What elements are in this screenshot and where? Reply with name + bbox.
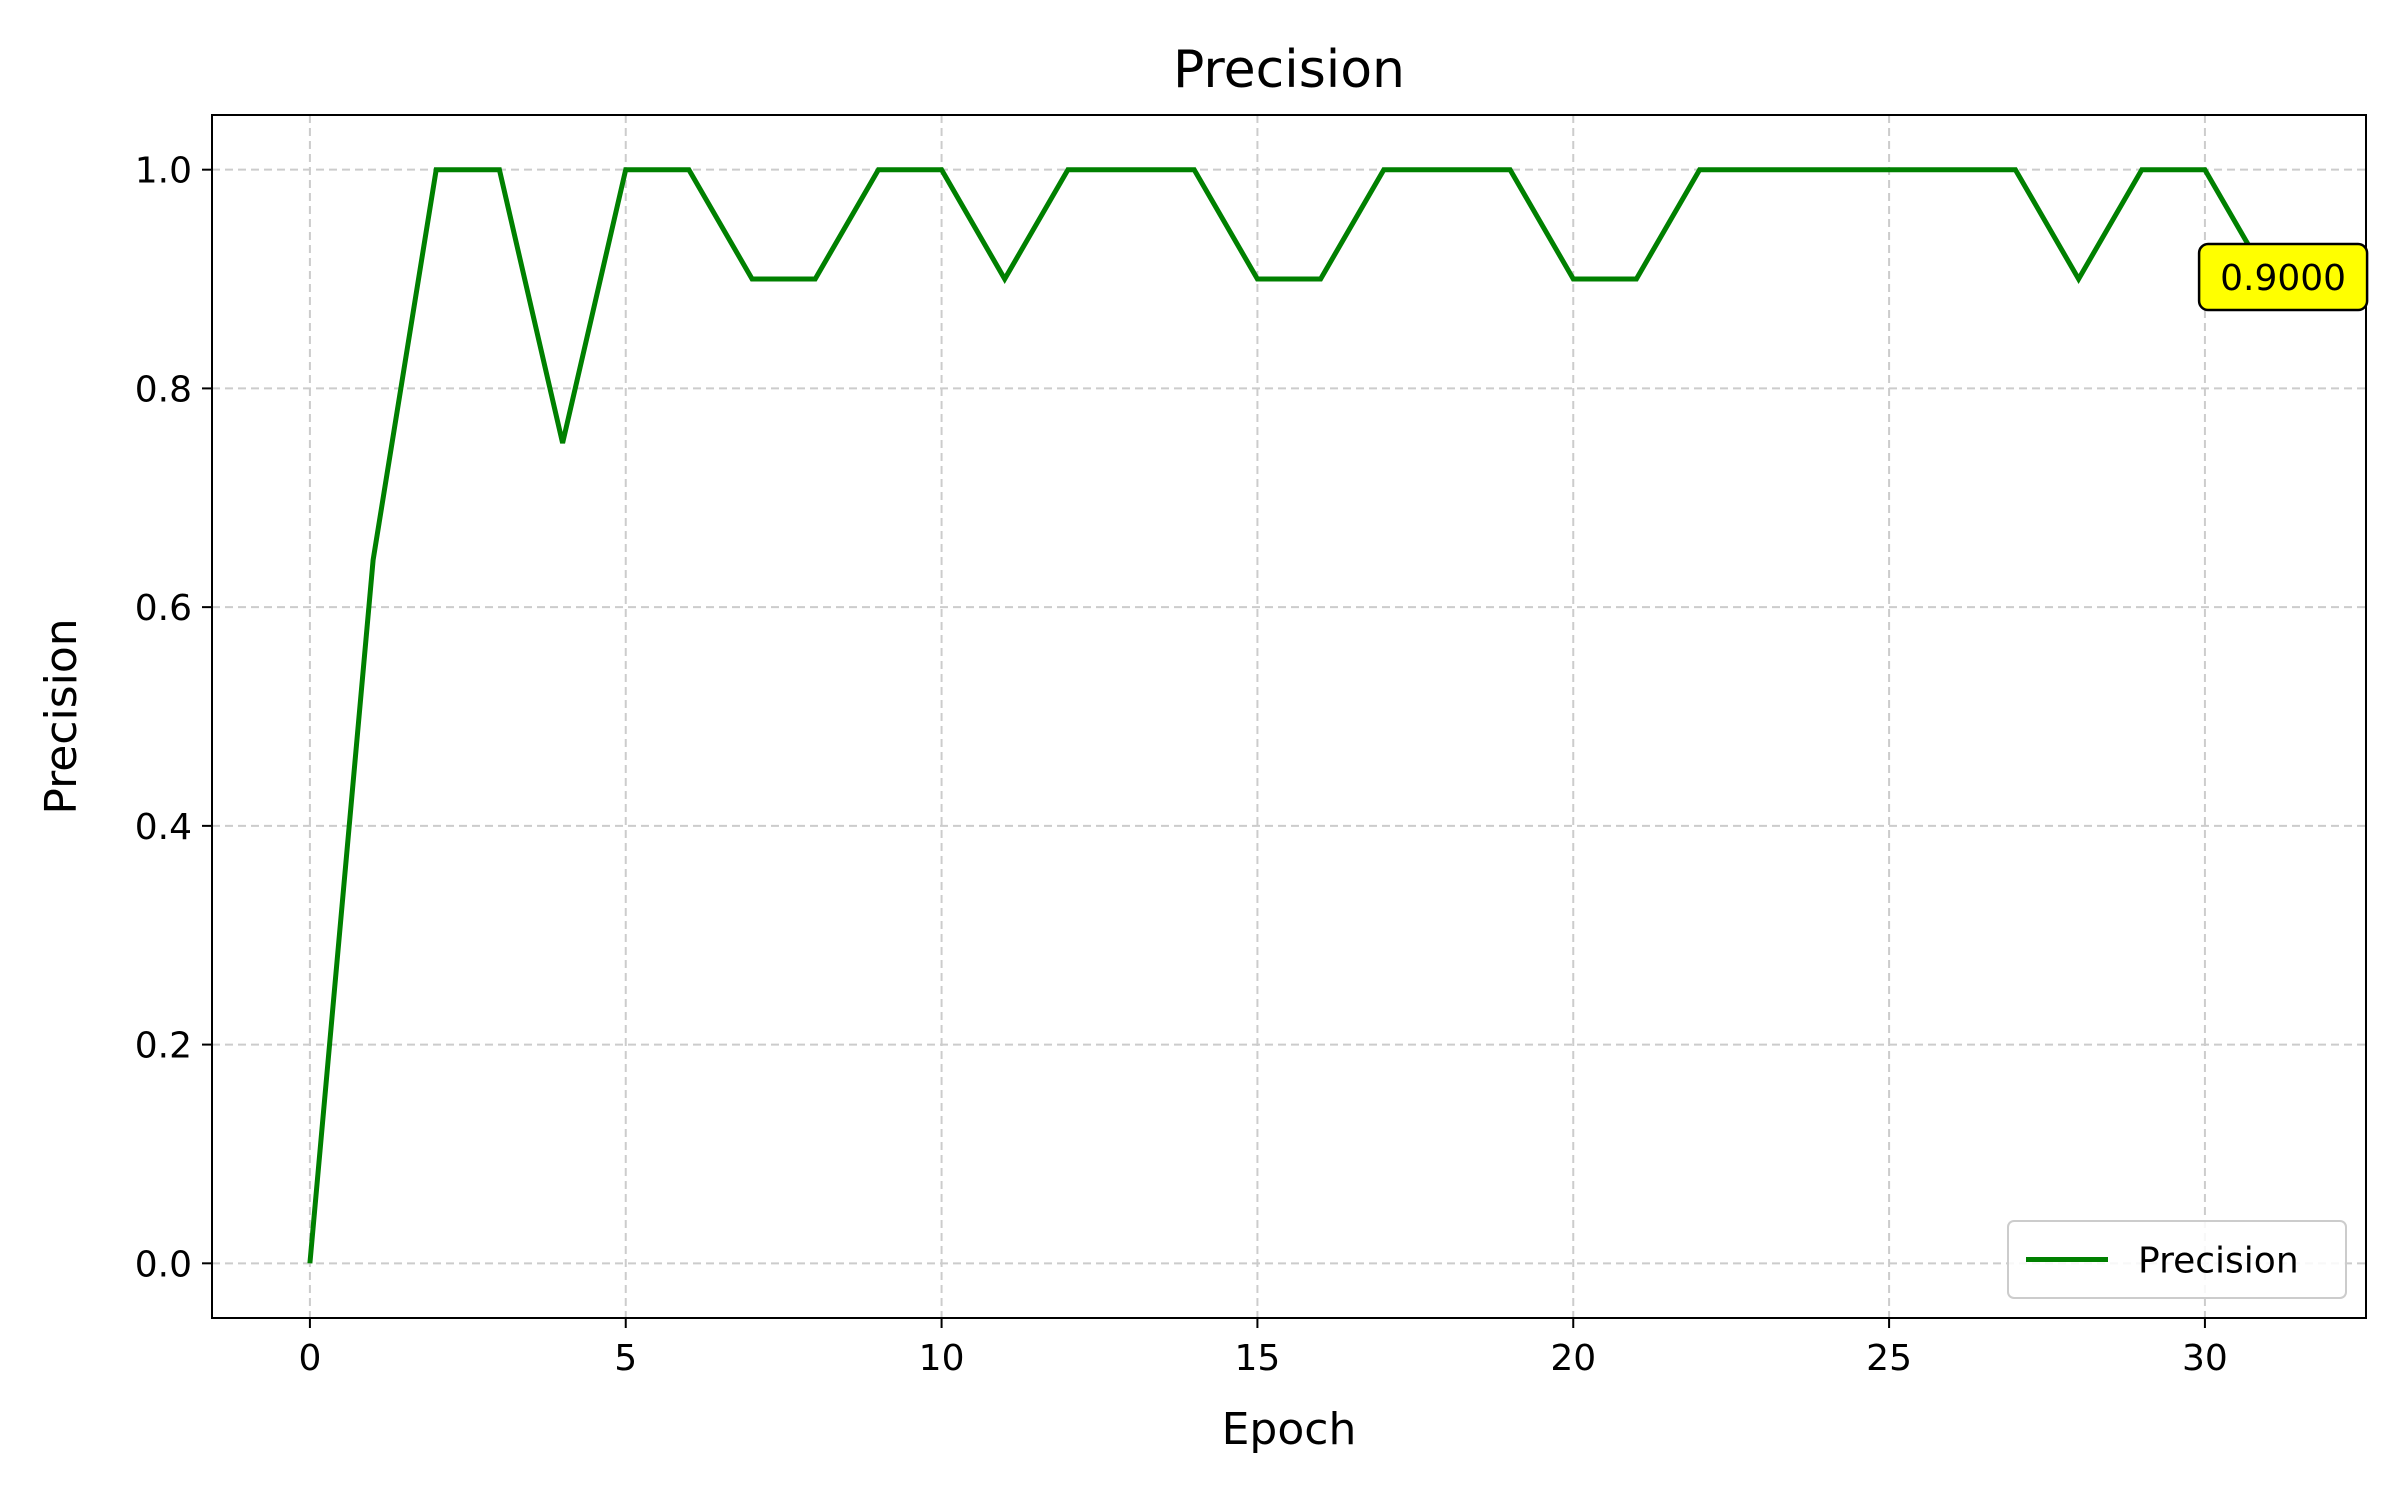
y-tick-label: 0.4 <box>135 807 192 848</box>
x-tick-label: 0 <box>298 1338 321 1379</box>
annotation-value: 0.9000 <box>2220 258 2346 299</box>
y-tick-label: 0.6 <box>135 588 192 629</box>
last-value-annotation: 0.9000 <box>2197 242 2369 312</box>
plot-frame <box>211 114 2367 1319</box>
annotation-box <box>2197 242 2369 312</box>
x-tick-label: 30 <box>2182 1338 2228 1379</box>
precision-series-line <box>307 167 2271 1264</box>
chart-title: Precision <box>1173 40 1405 100</box>
x-tick-label: 25 <box>1866 1338 1912 1379</box>
legend: Precision <box>2007 1220 2347 1299</box>
y-axis-label: Precision <box>36 618 87 814</box>
legend-box <box>2007 1220 2347 1299</box>
y-tick-label: 1.0 <box>135 151 192 192</box>
x-tick-label: 10 <box>919 1338 965 1379</box>
y-tick-label: 0.0 <box>135 1244 192 1285</box>
legend-label: Precision <box>2138 1241 2299 1282</box>
x-axis-label: Epoch <box>1222 1404 1357 1455</box>
y-tick-label: 0.8 <box>135 369 192 410</box>
y-tick-label: 0.2 <box>135 1026 192 1067</box>
x-tick-label: 15 <box>1235 1338 1281 1379</box>
x-tick-label: 5 <box>614 1338 637 1379</box>
axis-ticks: 0 5 10 15 20 25 30 0.0 0.2 0.4 0.6 0.8 1.0 <box>135 151 2228 1379</box>
data-series <box>307 167 2271 1264</box>
x-tick-label: 20 <box>1550 1338 1596 1379</box>
